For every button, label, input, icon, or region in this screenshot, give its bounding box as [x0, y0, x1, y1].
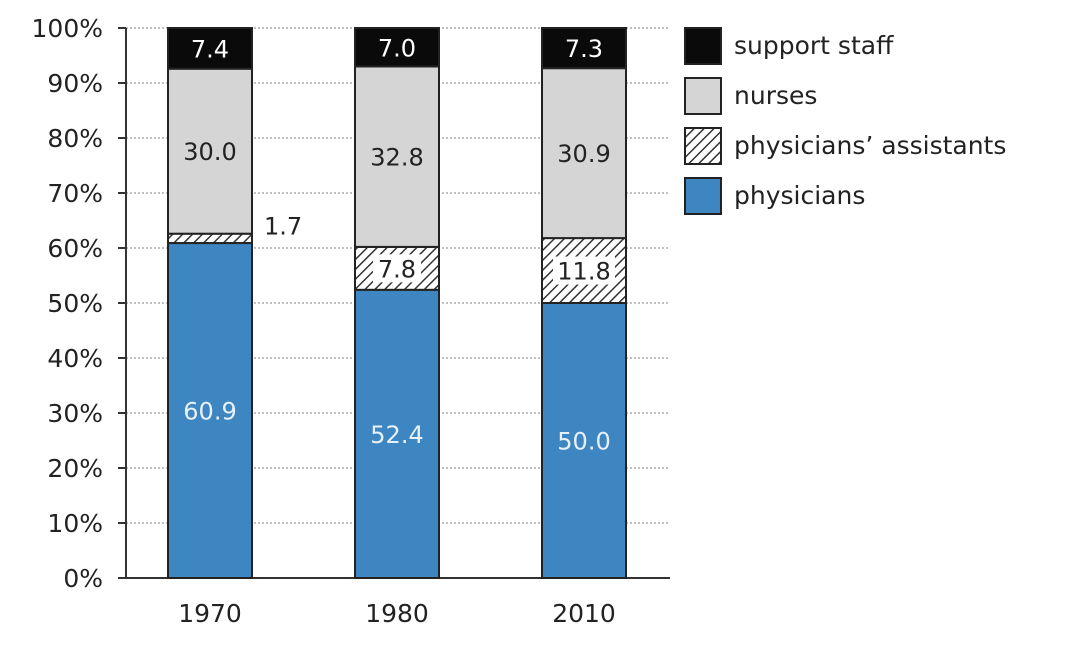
y-tick-label: 50%: [47, 289, 103, 318]
data-label: 60.9: [183, 398, 236, 426]
bar-physicians-assistants-1970: [167, 232, 253, 245]
bar-support-staff-2010: [541, 27, 627, 70]
data-label: 30.9: [557, 140, 610, 168]
legend-label-nurses: nurses: [734, 81, 817, 110]
x-tick-label: 2010: [552, 599, 616, 628]
y-tick-label: 20%: [47, 454, 103, 483]
data-label: 11.8: [557, 258, 610, 286]
data-label: 32.8: [370, 144, 423, 172]
y-tick-label: 100%: [32, 14, 103, 43]
data-label-bg: [373, 254, 421, 283]
y-tick-label: 70%: [47, 179, 103, 208]
y-tick-label: 60%: [47, 234, 103, 263]
data-label: 7.4: [191, 35, 229, 63]
data-label: 7.8: [378, 255, 416, 283]
y-tick-label: 30%: [47, 399, 103, 428]
legend-swatch-physicians: [684, 177, 722, 215]
bar-physicians-1980: [354, 288, 440, 579]
bar-physicians-1970: [167, 242, 253, 580]
bar-nurses-1980: [354, 65, 440, 248]
x-tick-label: 1980: [365, 599, 429, 628]
data-label: 30.0: [183, 138, 236, 166]
bar-support-staff-1970: [167, 27, 253, 70]
legend-swatch-nurses: [684, 77, 722, 115]
bar-nurses-1970: [167, 67, 253, 235]
legend-label-physicians-assistants: physicians’ assistants: [734, 131, 1006, 160]
data-label: 7.0: [378, 34, 416, 62]
legend-label-support-staff: support staff: [734, 31, 894, 60]
legend-swatch-support-staff: [684, 27, 722, 65]
x-tick-label: 1970: [178, 599, 242, 628]
y-tick-label: 80%: [47, 124, 103, 153]
data-label: 50.0: [557, 428, 610, 456]
data-label: 1.7: [264, 212, 302, 240]
bar-support-staff-1980: [354, 27, 440, 68]
y-tick-label: 40%: [47, 344, 103, 373]
data-label: 7.3: [565, 35, 603, 63]
bar-physicians-2010: [541, 302, 627, 579]
bars: [167, 27, 627, 580]
data-label: 52.4: [370, 421, 423, 449]
data-label-bg: [553, 256, 615, 285]
y-tick-label: 10%: [47, 509, 103, 538]
legend-label-physicians: physicians: [734, 181, 865, 210]
legend: support staff nurses physicians’ assistant…: [684, 27, 1006, 215]
legend-swatch-physicians-assistants: [684, 127, 722, 165]
y-axis: 0% 10% 20% 30% 40% 50% 60% 70% 80% 90% 100% 1970 198…: [32, 14, 670, 628]
y-tick-label: 0%: [63, 564, 103, 593]
data-labels: 60.9 1.7 30.0 7.4 52.4 7.8 32.8 7.0 50.0 11.8 30.9…: [183, 34, 615, 456]
y-tick-label: 90%: [47, 69, 103, 98]
